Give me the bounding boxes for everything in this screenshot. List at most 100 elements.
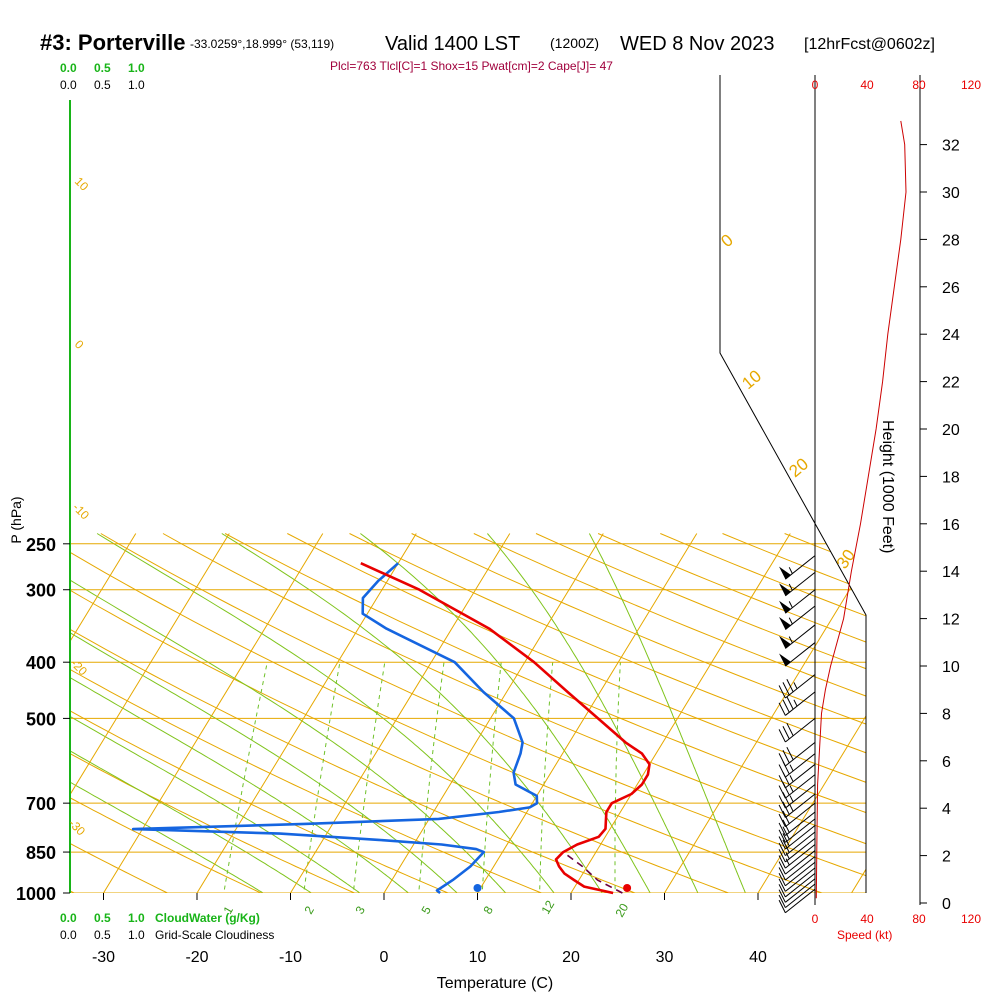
wind-speed-line: [815, 120, 907, 899]
wind-barb-pennant: [779, 583, 791, 596]
moist-adiabat: [70, 533, 377, 893]
cloudwater-tick: 0.0: [60, 911, 77, 925]
wind-barb-feather: [782, 833, 790, 847]
cloudiness-tick: 0.0: [60, 928, 77, 942]
pressure-axis-label: P (hPa): [8, 496, 24, 543]
isotherm-line: [656, 533, 866, 893]
height-tick-label: 16: [942, 517, 960, 534]
wind-barb-staff: [785, 818, 816, 843]
wind-barb-staff: [785, 784, 816, 809]
wind-barb-staff: [785, 753, 816, 778]
background-grid: [0, 533, 1000, 906]
wind-barb-staff: [785, 793, 816, 818]
dry-adiabat: [70, 533, 478, 893]
mixing-ratio-line: [301, 662, 341, 893]
moist-adiabat: [70, 533, 424, 893]
wind-barb-staff: [785, 856, 816, 881]
cloudiness-tick: 0.5: [94, 78, 111, 92]
wind-barb-staff: [785, 872, 816, 898]
cloudiness-tick: 1.0: [128, 928, 145, 942]
pressure-tick-label: 1000: [16, 884, 56, 904]
speed-tick-label: 120: [961, 912, 981, 926]
moist-adiabat: [70, 533, 518, 893]
wind-barb-staff: [785, 802, 816, 828]
wind-barb-feather: [778, 889, 786, 903]
moist-adiabat: [360, 533, 658, 893]
plot-outline: [719, 75, 867, 893]
dry-adiabat: [909, 534, 1000, 906]
wind-barb-staff: [785, 837, 816, 863]
wind-barb-feather: [789, 795, 794, 803]
height-tick-label: 30: [942, 185, 960, 202]
mixing-ratio-line: [481, 662, 502, 893]
wind-barb-feather: [789, 785, 794, 793]
speed-axis-label: Speed (kt): [837, 928, 892, 942]
wind-barb-staff: [785, 883, 816, 908]
wind-barb-staff: [785, 674, 816, 699]
temperature-tick-label: 30: [656, 949, 674, 966]
temperature-tick-label: 40: [749, 949, 767, 966]
temperature-line: [360, 562, 651, 895]
pressure-tick-label: 500: [26, 709, 56, 729]
height-tick-label: 26: [942, 280, 960, 297]
wind-barb-feather: [786, 746, 794, 760]
height-tick-label: 12: [942, 612, 960, 629]
speed-tick-label: 40: [860, 912, 874, 926]
mixing-ratio-line: [538, 662, 554, 893]
wind-barb-feather: [788, 583, 793, 591]
dry-adiabat: [971, 534, 1000, 906]
wind-barb-feather: [786, 679, 794, 693]
wind-barbs: [778, 555, 816, 914]
wind-barb-feather: [782, 826, 790, 840]
wind-barb-feather: [778, 813, 786, 827]
wind-barb-feather: [778, 899, 786, 913]
wind-barb: [778, 867, 816, 892]
cloudwater-tick: 1.0: [128, 61, 145, 75]
cloudiness-tick: 1.0: [128, 78, 145, 92]
wind-barb-staff: [785, 811, 816, 836]
wind-barb-feather: [778, 753, 786, 767]
mixing-ratio-label: 3: [352, 903, 368, 916]
wind-barb-feather: [778, 795, 786, 809]
dry-adiabat: [162, 533, 866, 893]
dry-adiabat: [0, 534, 3, 906]
isotherm-line: [563, 533, 791, 893]
mixing-ratio-label: 8: [480, 903, 496, 916]
isotherm-label: 0: [72, 337, 87, 352]
wind-barb-feather: [786, 722, 794, 736]
wind-barb: [779, 642, 816, 667]
speed-tick-label: 0: [812, 78, 819, 92]
dry-adiabat: [70, 533, 383, 893]
wind-barb: [778, 691, 816, 716]
wind-barb-staff: [785, 718, 816, 743]
mixing-ratio-label: 12: [538, 898, 557, 917]
wind-barb: [778, 888, 816, 914]
speed-tick-label: 80: [912, 78, 926, 92]
moist-adiabat: [96, 533, 564, 893]
wind-barb: [778, 872, 816, 898]
wind-barb-feather: [778, 836, 786, 850]
wind-barb-feather: [788, 601, 793, 608]
wind-barb-feather: [778, 855, 786, 869]
temperature-tick-label: 10: [469, 949, 487, 966]
wind-barb-feather: [778, 785, 786, 799]
temperature-axis-label: Temperature (C): [437, 975, 553, 992]
wind-barb-staff: [785, 850, 816, 875]
dry-adiabats: [0, 533, 1000, 906]
temperature-tick-label: -10: [279, 949, 302, 966]
wind-barb: [778, 718, 816, 743]
wind-barb-feather: [778, 804, 786, 818]
height-tick-label: 22: [942, 375, 960, 392]
wind-barb: [778, 883, 816, 908]
isotherm-line: [282, 533, 511, 893]
mixing-ratio-line: [351, 662, 386, 893]
wind-barb-staff: [785, 774, 816, 799]
cloudiness-label: Grid-Scale Cloudiness: [155, 928, 274, 942]
wind-barb-feather: [782, 839, 790, 853]
wind-barb-staff: [785, 691, 816, 716]
wind-barb-feather: [778, 861, 786, 875]
dry-adiabat: [70, 533, 668, 893]
wind-barb: [778, 844, 816, 869]
valid-time: Valid 1400 LST: [385, 33, 520, 55]
